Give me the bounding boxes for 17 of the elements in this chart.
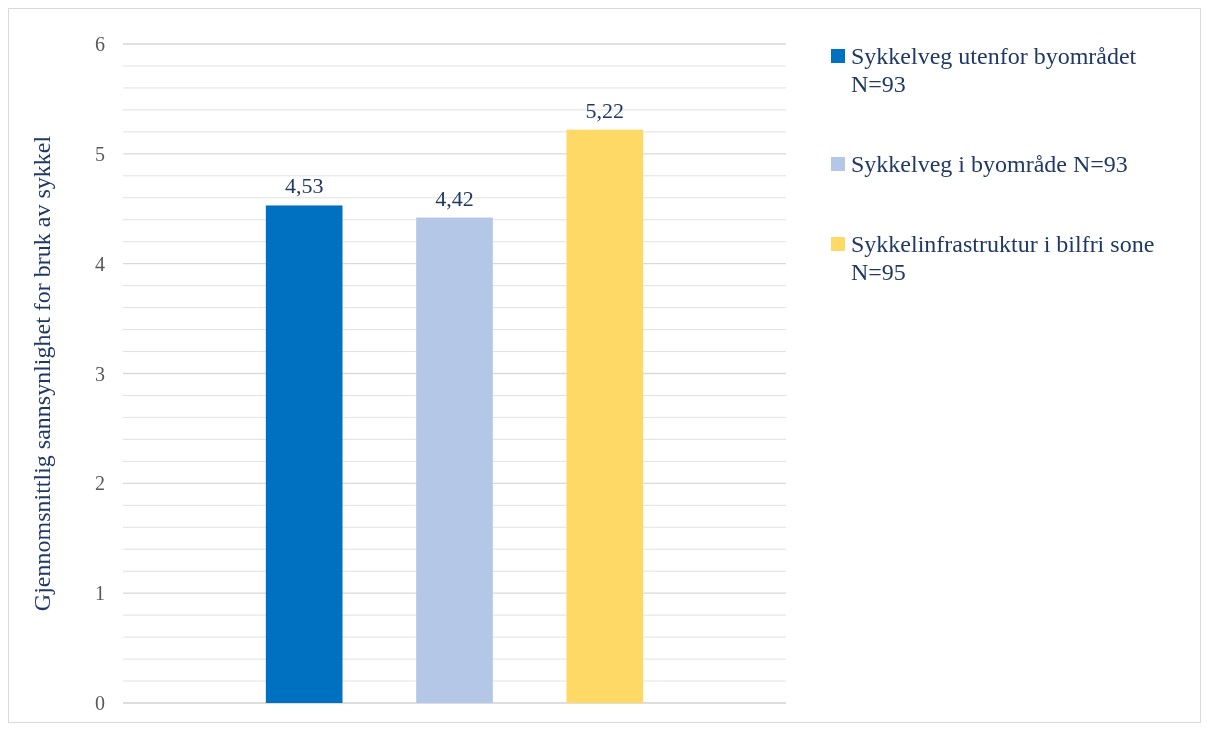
y-tick-label: 6 <box>95 33 105 55</box>
y-tick-label: 5 <box>95 142 105 165</box>
legend-label: Sykkelinfrastruktur i bilfri sone N=95 <box>851 231 1155 286</box>
data-label: 4,42 <box>435 185 474 211</box>
bar <box>416 217 493 703</box>
legend-label: Sykkelveg i byområde N=93 <box>851 151 1128 178</box>
y-axis-title: Gjennomsnittlig sannsynlighet for bruk av sykkel <box>29 135 55 612</box>
y-tick-label: 3 <box>95 362 105 385</box>
y-tick-label: 0 <box>95 692 105 714</box>
legend-label: Sykkelveg utenfor byområdet N=93 <box>851 43 1137 98</box>
y-tick-label: 4 <box>95 252 105 275</box>
data-label: 4,53 <box>284 173 324 199</box>
bar <box>265 205 343 703</box>
y-tick-label: 1 <box>95 582 105 605</box>
data-label: 5,22 <box>585 97 625 123</box>
y-tick-label: 2 <box>95 472 105 495</box>
bar <box>566 129 644 703</box>
